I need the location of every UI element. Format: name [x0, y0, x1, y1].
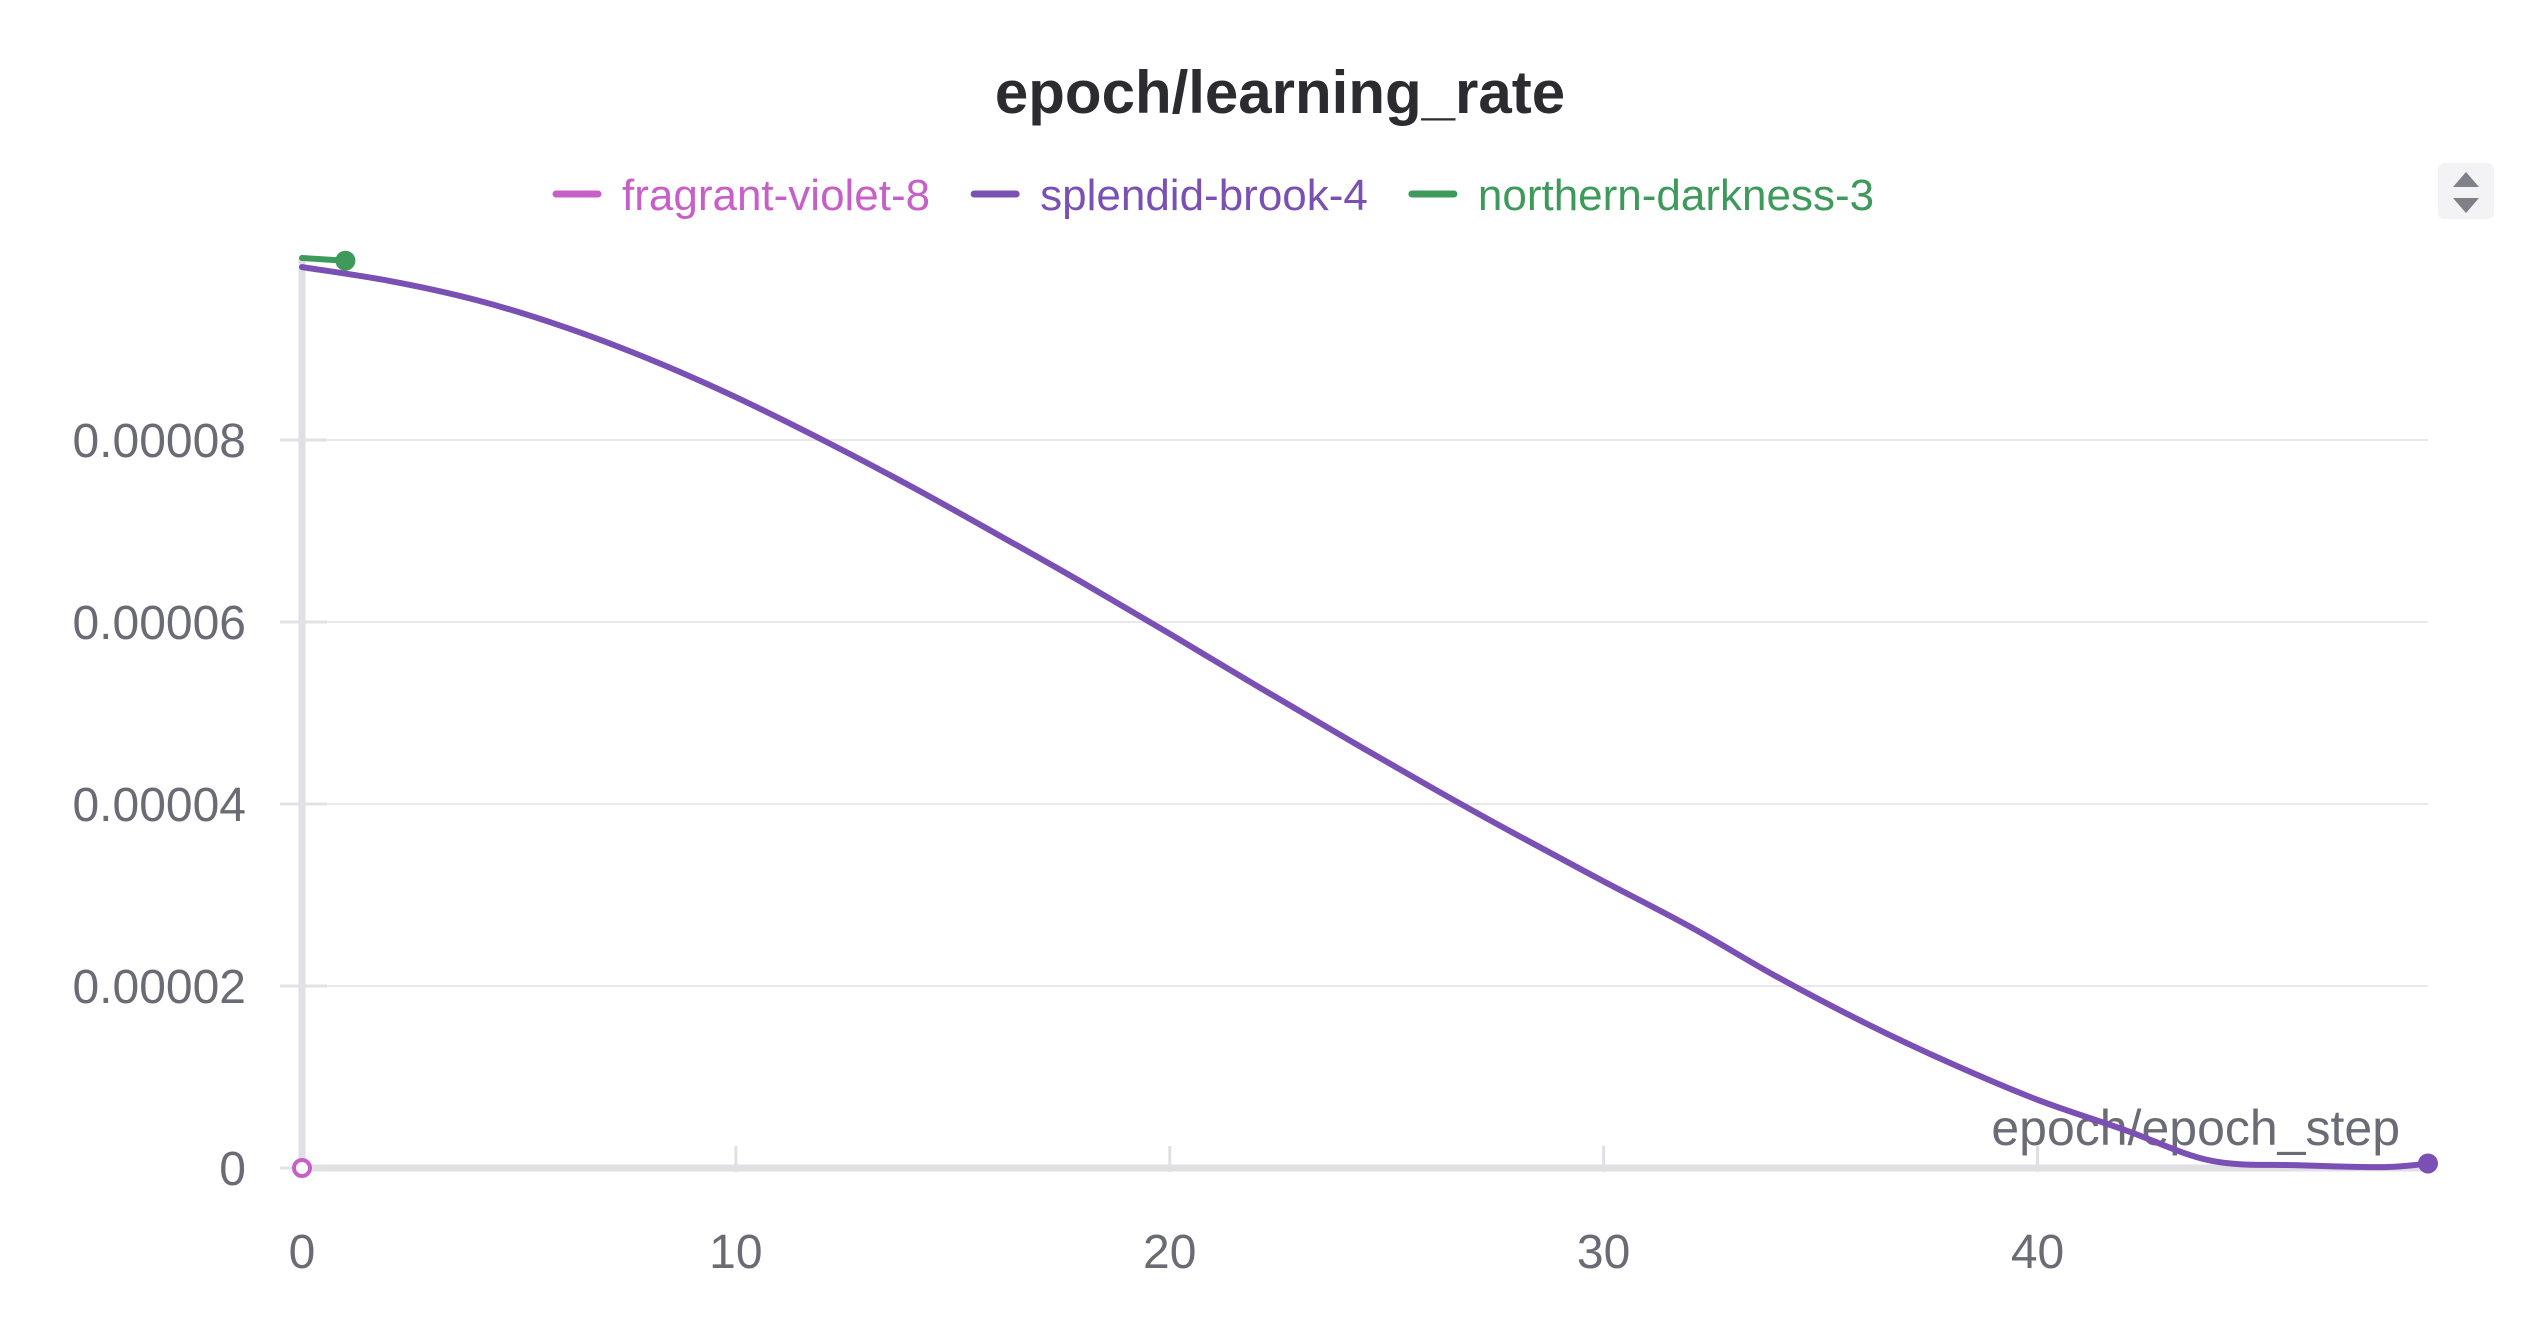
legend-label: fragrant-violet-8 [622, 171, 930, 220]
x-tick-label: 10 [709, 1226, 762, 1279]
chart-title: epoch/learning_rate [995, 59, 1565, 126]
legend-scroll-control[interactable] [2438, 163, 2494, 219]
y-tick-label: 0.00006 [72, 597, 246, 650]
x-axis-ticks: 0 10 20 30 40 [289, 1146, 2064, 1279]
legend-scroll-background[interactable] [2438, 163, 2494, 219]
legend: fragrant-violet-8 splendid-brook-4 norther… [552, 171, 1874, 220]
legend-label: splendid-brook-4 [1040, 171, 1368, 220]
series-endpoint [2418, 1153, 2438, 1174]
y-axis-ticks: 0 0.00002 0.00004 0.00006 0.00008 [72, 415, 327, 1196]
series-line [299, 264, 2431, 1171]
x-tick-label: 30 [1577, 1226, 1630, 1279]
series-endpoint [292, 1158, 312, 1178]
y-tick-label: 0 [219, 1143, 246, 1196]
series-endpoint [335, 250, 356, 271]
legend-label: northern-darkness-3 [1478, 171, 1874, 220]
axes [298, 258, 2428, 1172]
x-tick-label: 20 [1143, 1226, 1196, 1279]
series-fragrant-violet-8 [292, 1158, 312, 1178]
grid [302, 439, 2428, 987]
series-layer [292, 250, 2438, 1178]
scroll-down-icon[interactable] [2453, 198, 2479, 213]
legend-item-splendid-brook-4[interactable]: splendid-brook-4 [970, 171, 1368, 220]
x-tick-label: 40 [2011, 1226, 2064, 1279]
y-tick-label: 0.00004 [72, 779, 246, 832]
legend-item-fragrant-violet-8[interactable]: fragrant-violet-8 [552, 171, 930, 220]
x-tick-label: 0 [289, 1226, 316, 1279]
series-splendid-brook-4 [299, 264, 2438, 1174]
y-tick-label: 0.00002 [72, 961, 246, 1014]
scroll-up-icon[interactable] [2453, 172, 2479, 187]
legend-item-northern-darkness-3[interactable]: northern-darkness-3 [1408, 171, 1874, 220]
y-tick-label: 0.00008 [72, 415, 246, 468]
series-northern-darkness-3 [299, 250, 356, 271]
